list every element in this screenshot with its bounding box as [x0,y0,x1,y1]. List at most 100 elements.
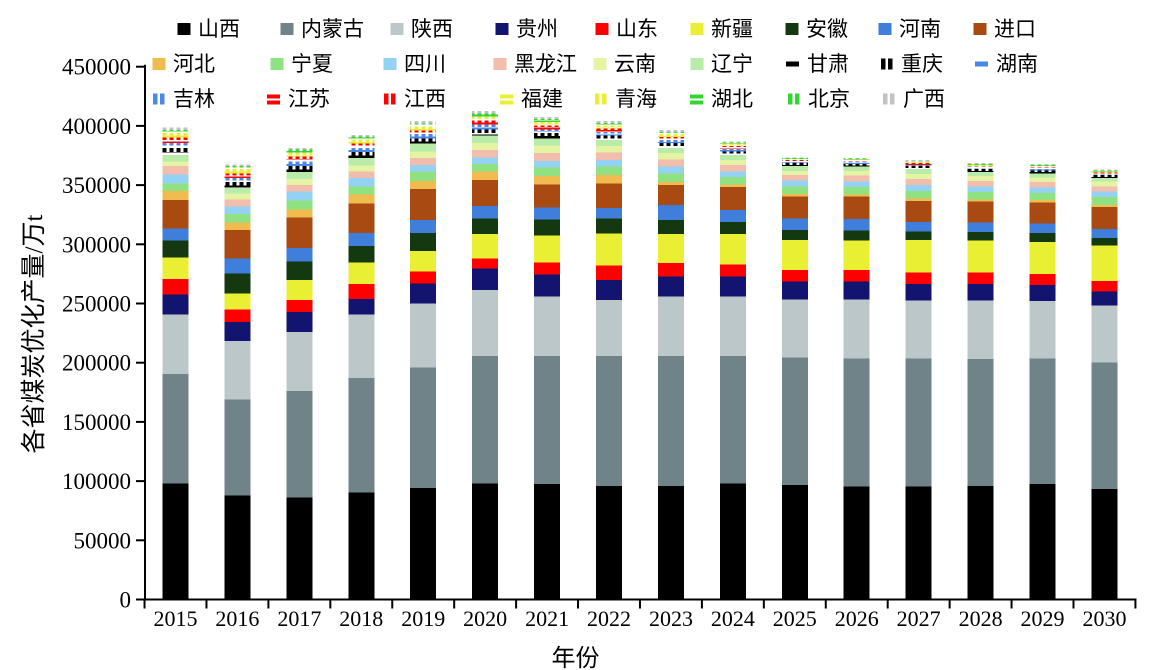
bar-segment-宁夏-2022 [596,166,623,176]
bar-segment-江西-2016 [224,173,251,176]
legend-marker-甘肃 [786,57,800,71]
legend-marker-陕西 [390,22,404,36]
bar-segment-山东-2016 [224,309,251,322]
bar-segment-甘肃-2020 [472,133,499,136]
bar-segment-安徽-2027 [905,231,932,241]
bar-segment-湖北-2022 [596,124,623,126]
bar-segment-陕西-2024 [719,296,746,357]
bar-segment-山西-2029 [1029,484,1056,600]
bar-segment-重庆-2029 [1029,170,1056,173]
bar-segment-辽宁-2022 [596,140,623,147]
bar-segment-内蒙古-2026 [843,358,870,487]
bar-segment-江西-2021 [534,125,561,128]
bar-segment-山东-2022 [596,265,623,280]
bar-segment-河南-2028 [967,222,994,232]
bar-segment-河南-2025 [781,218,808,231]
bar-segment-甘肃-2025 [781,164,808,167]
bar-segment-福建-2017 [286,154,313,157]
bar-segment-进口-2018 [348,203,375,234]
bar-segment-四川-2028 [967,186,994,193]
legend-marker-重庆 [880,57,894,71]
legend-label: 湖北 [711,87,753,111]
legend-label: 山东 [616,17,658,41]
bar-segment-四川-2029 [1029,187,1056,193]
bar-segment-甘肃-2022 [596,138,623,141]
bar-segment-安徽-2030 [1091,237,1118,246]
bar-segment-陕西-2030 [1091,305,1118,363]
bar-segment-进口-2030 [1091,207,1118,229]
legend-marker-湖南 [975,57,989,71]
bar-segment-江苏-2024 [719,147,746,149]
bar-segment-内蒙古-2025 [781,357,808,486]
legend-item-贵州: 贵州 [495,17,558,41]
legend-label: 甘肃 [807,52,849,76]
bar-segment-河南-2023 [657,205,684,221]
bar-segment-湖南-2015 [162,145,189,148]
bar-segment-北京-2015 [162,130,189,132]
bar-segment-广西-2024 [719,141,746,143]
x-category-label: 2019 [401,606,445,631]
bar-segment-安徽-2025 [781,230,808,241]
bar-segment-江西-2024 [719,146,746,148]
legend-label: 陕西 [411,17,453,41]
bar-segment-山东-2028 [967,272,994,284]
bar-segment-山西-2017 [286,497,313,600]
legend-item-云南: 云南 [593,52,656,76]
bar-segment-福建-2023 [657,135,684,138]
x-category-label: 2030 [1082,606,1126,631]
bar-segment-北京-2029 [1029,164,1056,166]
legend-item-新疆: 新疆 [690,17,753,41]
bar-segment-吉林-2025 [781,162,808,163]
bar-segment-安徽-2029 [1029,233,1056,242]
bar-segment-新疆-2021 [534,235,561,263]
bar-segment-青海-2026 [843,159,870,161]
bar-segment-河南-2015 [162,228,189,241]
bar-segment-河南-2017 [286,247,313,262]
bar-segment-广西-2022 [596,121,623,123]
bar-segment-北京-2030 [1091,170,1118,171]
bar-segment-辽宁-2024 [719,154,746,161]
bar-segment-山东-2025 [781,269,808,282]
bar-segment-福建-2026 [843,160,870,161]
bar-segment-北京-2026 [843,158,870,160]
bar-segment-北京-2022 [596,122,623,125]
bar-segment-湖北-2018 [348,137,375,140]
bar-segment-四川-2015 [162,174,189,184]
bar-segment-贵州-2017 [286,311,313,332]
legend-marker-云南 [593,57,607,71]
bar-segment-江苏-2025 [781,160,808,163]
bar-segment-云南-2027 [905,173,932,180]
bar-segment-陕西-2019 [410,303,437,368]
bar-segment-河南-2022 [596,208,623,219]
bar-segment-陕西-2015 [162,314,189,374]
bar-segment-湖北-2016 [224,167,251,170]
bar-segment-四川-2030 [1091,191,1118,197]
bar-segment-内蒙古-2027 [905,358,932,487]
bar-segment-山西-2022 [596,485,623,600]
bar-segment-云南-2029 [1029,177,1056,183]
bar-segment-北京-2027 [905,160,932,162]
bar-segment-贵州-2015 [162,294,189,315]
legend-item-黑龙江: 黑龙江 [493,52,577,76]
bar-segment-江西-2025 [781,160,808,161]
bar-segment-内蒙古-2016 [224,399,251,496]
bar-segment-宁夏-2027 [905,191,932,199]
legend-label: 青海 [615,87,657,111]
bar-segment-陕西-2027 [905,300,932,359]
bar-segment-吉林-2020 [472,124,499,128]
bar-segment-进口-2015 [162,199,189,229]
bar-segment-吉林-2024 [719,148,746,151]
legend-item-河北: 河北 [152,52,215,76]
bar-segment-福建-2024 [719,144,746,147]
bar-segment-贵州-2027 [905,283,932,301]
bar-segment-湖北-2027 [905,161,932,163]
bar-segment-云南-2021 [534,145,561,154]
bar-segment-青海-2023 [657,134,684,136]
legend-item-四川: 四川 [383,52,446,76]
bar-segment-宁夏-2016 [224,214,251,223]
legend-marker-贵州 [495,22,509,36]
bar-segment-进口-2025 [781,196,808,219]
bar-segment-河北-2030 [1091,205,1118,208]
legend-marker-内蒙古 [280,22,294,36]
bar-segment-新疆-2022 [596,233,623,266]
